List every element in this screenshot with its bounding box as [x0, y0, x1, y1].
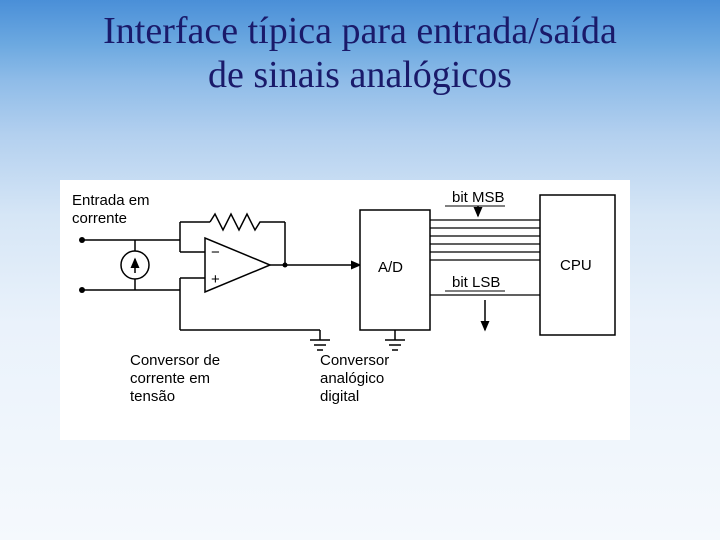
diagram-panel: Entrada em corrente − + [60, 180, 630, 440]
label-conv-iv-3: tensão [130, 388, 175, 405]
label-conv-iv-2: corrente em [130, 370, 210, 387]
label-input-2: corrente [72, 210, 127, 227]
label-conv-iv-1: Conversor de [130, 352, 220, 369]
cpu-label: CPU [560, 257, 592, 274]
label-adc-2: analógico [320, 370, 384, 387]
slide-title: Interface típica para entrada/saída de s… [0, 10, 720, 97]
title-line1: Interface típica para entrada/saída [103, 10, 617, 52]
adc-label: A/D [378, 259, 403, 276]
diagram-svg: Entrada em corrente − + [60, 180, 630, 440]
label-lsb: bit LSB [452, 274, 500, 291]
label-msb: bit MSB [452, 189, 505, 206]
label-adc-3: digital [320, 388, 359, 405]
label-adc-1: Conversor [320, 352, 389, 369]
opamp-plus: + [211, 271, 220, 288]
label-input-1: Entrada em [72, 192, 150, 209]
opamp-minus: − [211, 244, 220, 261]
resistor [210, 214, 265, 230]
title-line2: de sinais analógicos [208, 54, 512, 96]
